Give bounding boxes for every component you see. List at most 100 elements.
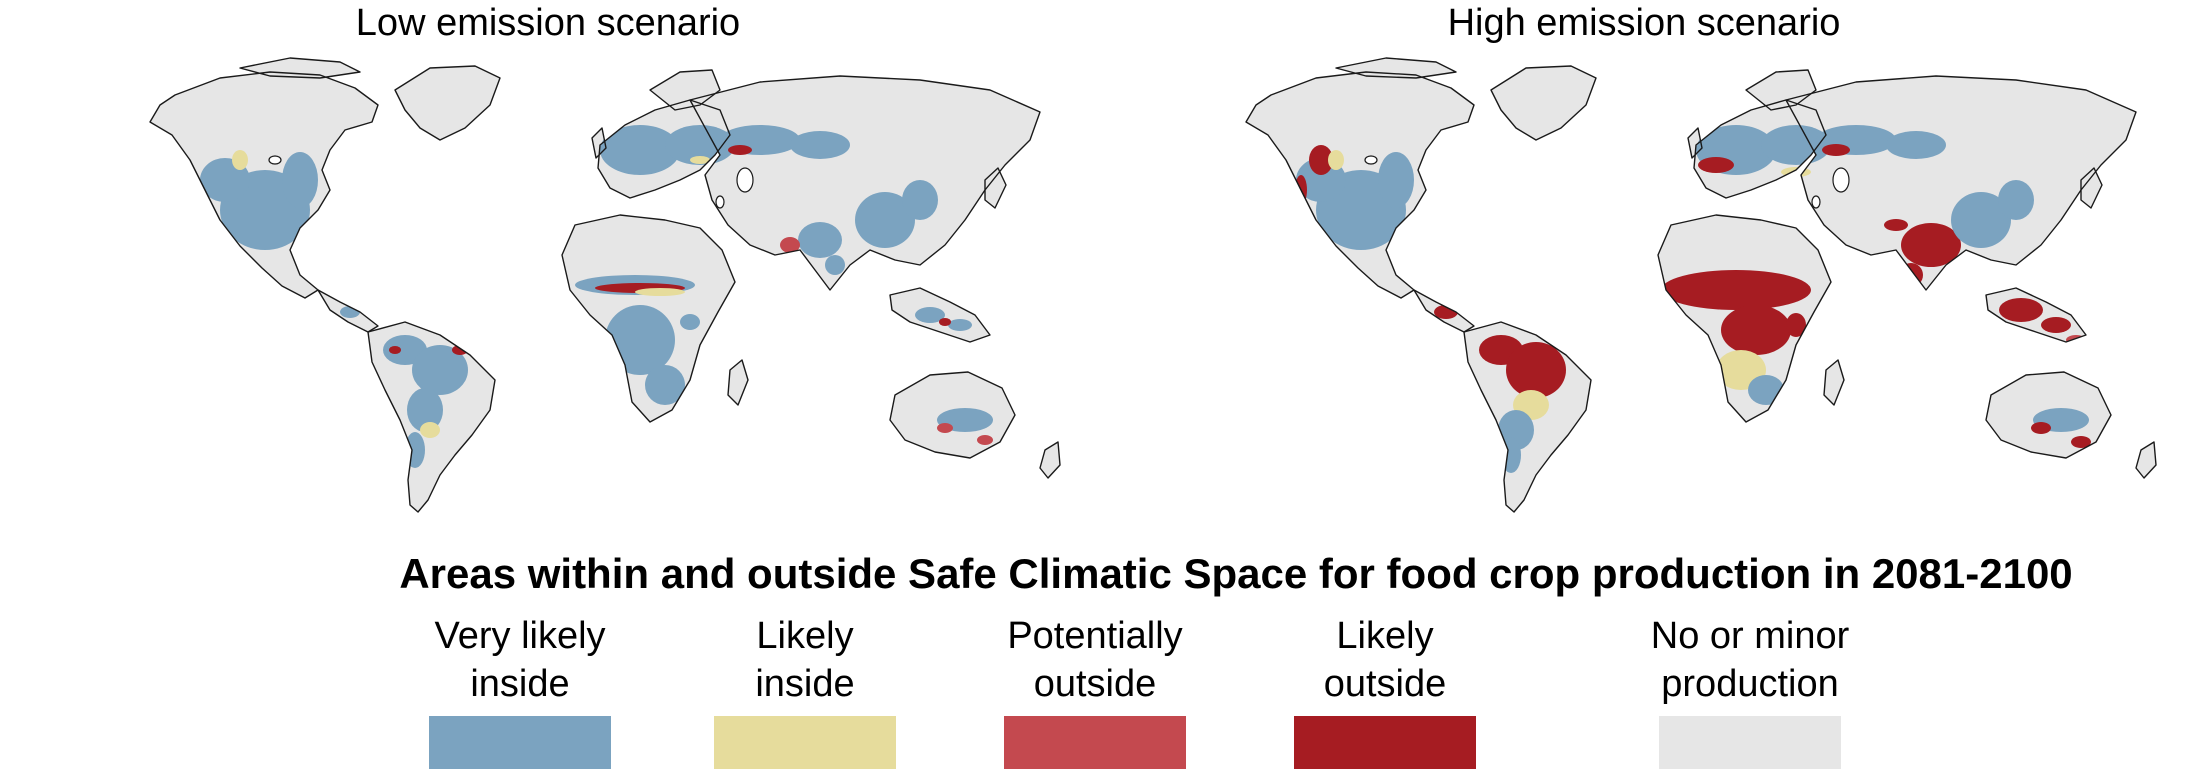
crop-zones <box>200 125 993 468</box>
crop-zone <box>690 156 710 164</box>
crop-zone <box>645 365 685 405</box>
coastline-scandinavia <box>649 69 721 111</box>
crop-zone <box>1901 223 1961 267</box>
crop-zone <box>1748 375 1784 405</box>
map-panel-low-emission: Low emission scenario <box>0 0 1096 520</box>
crop-zones <box>1295 125 2091 473</box>
coastline-northAmerica <box>1245 71 1475 299</box>
crop-zone <box>232 150 248 170</box>
lake <box>1832 167 1850 193</box>
crop-zone <box>915 307 945 323</box>
coastline-seAsia <box>889 287 991 343</box>
crop-zone <box>1721 305 1791 355</box>
continent-arctic <box>1336 58 1456 78</box>
crop-zone <box>798 222 842 258</box>
continent-madagascar <box>728 360 748 405</box>
coastlines <box>1245 57 2157 513</box>
coastline-australia <box>889 371 1016 459</box>
coastline-japan <box>984 167 1007 209</box>
crop-zone <box>1999 298 2043 322</box>
crop-zone <box>680 314 700 330</box>
crop-zone <box>312 270 348 286</box>
crop-zone <box>420 422 440 438</box>
coastline-newZealand <box>1039 441 1061 479</box>
coastline-arctic <box>1335 57 1457 79</box>
coastline-seAsia <box>1985 287 2087 343</box>
legend-title: Areas within and outside Safe Climatic S… <box>399 550 2073 597</box>
legend-item-potentially-outside: Potentially outside <box>945 612 1245 769</box>
crop-zone <box>728 145 752 155</box>
crop-zone <box>1884 219 1908 231</box>
crop-zone <box>1822 144 1850 156</box>
crop-zone <box>452 345 468 355</box>
coastline-europe <box>1693 99 1827 199</box>
crop-zone <box>1661 270 1811 310</box>
crop-zone <box>1408 270 1444 286</box>
crop-zone <box>1698 157 1734 173</box>
crop-zone <box>780 237 800 253</box>
crop-zone <box>412 345 468 395</box>
coastline-europe <box>597 99 731 199</box>
crop-zone <box>389 346 401 354</box>
legend-swatch <box>714 716 896 769</box>
coastline-northAmerica <box>149 71 379 299</box>
crop-zone <box>1506 342 1566 398</box>
crop-zone <box>948 319 972 331</box>
crop-zone <box>2031 422 2051 434</box>
legend-item-likely-outside: Likely outside <box>1235 612 1535 769</box>
legend-label: Potentially outside <box>1007 615 1183 705</box>
crop-zone <box>1886 131 1946 159</box>
map-title-low-emission: Low emission scenario <box>355 2 741 44</box>
coastline-africa <box>561 214 736 423</box>
crop-zone <box>977 435 993 445</box>
coastline-australia <box>1985 371 2112 459</box>
continent-japan <box>2081 168 2102 208</box>
crop-zone <box>902 180 938 220</box>
crop-zone <box>1786 313 1806 337</box>
legend-label: Likely inside <box>755 615 855 705</box>
lake <box>1811 195 1821 209</box>
coastline-africa <box>1657 214 1832 423</box>
coastline-asia <box>689 75 1041 291</box>
coastline-britain <box>1687 127 1703 159</box>
coastline-japan <box>2080 167 2103 209</box>
crop-zone <box>825 255 845 275</box>
legend-label: No or minor production <box>1650 615 1850 705</box>
coastline-britain <box>591 127 607 159</box>
legend-item-very-likely-inside: Very likely inside <box>370 612 670 769</box>
crop-zone <box>1309 145 1333 175</box>
legend-item-likely-inside: Likely inside <box>655 612 955 769</box>
crop-zone <box>2071 436 2091 448</box>
crop-zone <box>1998 180 2034 220</box>
crop-zone <box>600 125 680 175</box>
coastline-centralAmerica <box>317 289 379 333</box>
continent-greenland <box>395 66 500 140</box>
coastline-centralAmerica <box>1413 289 1475 333</box>
coastline-southAmerica <box>1463 321 1592 513</box>
crop-zone <box>1501 437 1521 473</box>
crop-zone <box>635 288 685 296</box>
continent-madagascar <box>1824 360 1844 405</box>
coastline-southAmerica <box>367 321 496 513</box>
coastline-asia <box>1785 75 2137 291</box>
lake <box>1364 155 1378 165</box>
crop-zone <box>340 306 360 318</box>
crop-zone <box>282 152 318 208</box>
crop-zone <box>937 423 953 433</box>
coastline-greenland <box>1490 65 1597 141</box>
continent-greenland <box>1491 66 1596 140</box>
legend-swatch <box>429 716 611 769</box>
crop-zone <box>2041 317 2071 333</box>
crop-zone <box>790 131 850 159</box>
lake <box>736 167 754 193</box>
coastline-newZealand <box>2135 441 2157 479</box>
coastlines <box>149 57 1061 513</box>
coastline-greenland <box>394 65 501 141</box>
world-map-high-emission <box>1245 57 2157 513</box>
map-panel-high-emission: High emission scenario <box>1096 0 2192 520</box>
crop-zone <box>407 388 443 432</box>
crop-zone <box>1899 263 1923 287</box>
crop-zone <box>1951 192 2011 248</box>
continent-japan <box>985 168 1006 208</box>
crop-zone <box>1378 152 1414 208</box>
